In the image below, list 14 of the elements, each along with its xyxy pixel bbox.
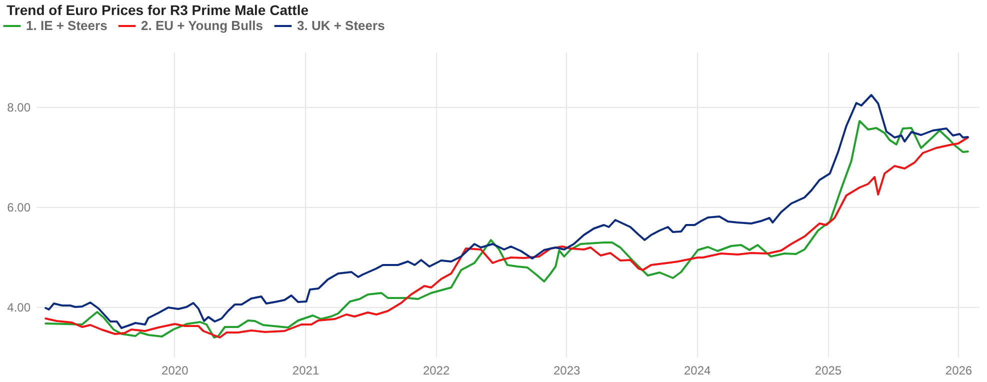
y-tick-label: 4.00	[7, 300, 31, 314]
legend-label: 2. EU + Young Bulls	[141, 18, 263, 33]
x-tick-label: 2023	[553, 364, 580, 378]
chart-title: Trend of Euro Prices for R3 Prime Male Cattle	[6, 2, 309, 18]
x-tick-label: 2020	[162, 364, 189, 378]
y-tick-label: 8.00	[7, 100, 31, 114]
x-tick-label: 2021	[292, 364, 320, 378]
legend-label: 1. IE + Steers	[26, 18, 108, 33]
x-tick-label: 2025	[814, 364, 842, 378]
x-tick-label: 2026	[945, 364, 972, 378]
y-tick-label: 6.00	[7, 200, 31, 214]
x-tick-label: 2022	[422, 364, 450, 378]
x-tick-label: 2024	[684, 364, 712, 378]
legend-label: 3. UK + Steers	[297, 18, 385, 33]
